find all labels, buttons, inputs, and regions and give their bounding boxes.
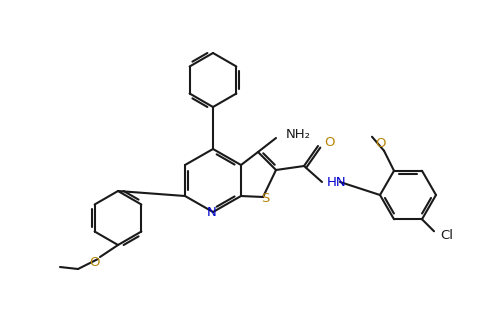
- Text: NH₂: NH₂: [286, 129, 311, 141]
- Text: O: O: [324, 136, 335, 148]
- Text: O: O: [90, 257, 100, 269]
- Text: N: N: [207, 207, 217, 219]
- Text: O: O: [375, 137, 385, 150]
- Text: HN: HN: [327, 176, 346, 190]
- Text: Cl: Cl: [440, 229, 453, 242]
- Text: S: S: [261, 192, 269, 206]
